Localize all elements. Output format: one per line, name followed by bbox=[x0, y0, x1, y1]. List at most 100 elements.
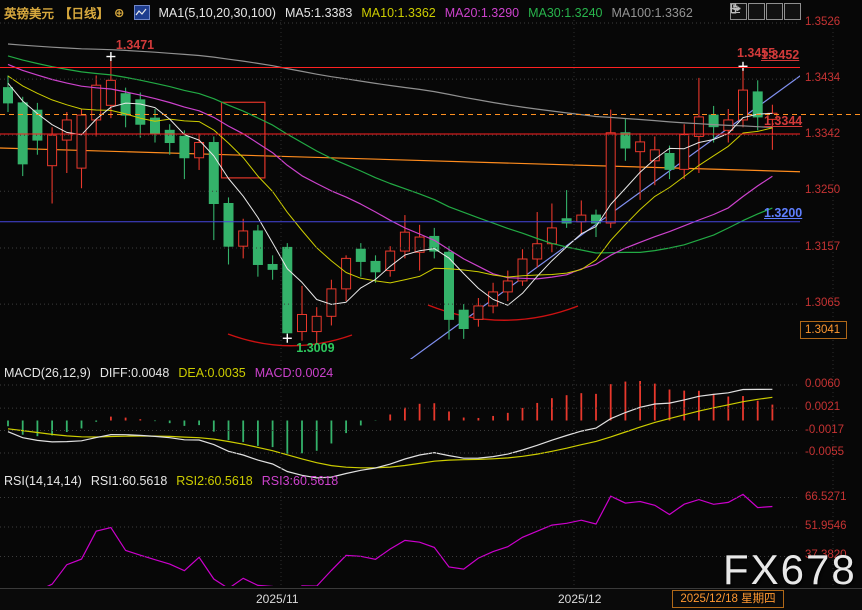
candle[interactable] bbox=[91, 75, 102, 137]
macd-diff-value: DIFF:0.0048 bbox=[99, 366, 170, 380]
y-axis-label: 1.3250 bbox=[805, 184, 841, 197]
candle[interactable] bbox=[693, 77, 704, 174]
price-axis-box: 1.3041 bbox=[800, 320, 848, 339]
candle[interactable] bbox=[664, 145, 675, 180]
candlestick-chart-icon[interactable] bbox=[133, 5, 150, 20]
period-label[interactable]: 【日线】 bbox=[59, 7, 110, 21]
rsi-line bbox=[46, 493, 773, 586]
candle[interactable] bbox=[223, 197, 234, 265]
ma100-value: MA100:1.3362 bbox=[611, 5, 693, 20]
candle[interactable] bbox=[385, 246, 396, 277]
x-axis[interactable]: 2025/11 2025/12 2025/12/18 星期四 bbox=[0, 588, 862, 610]
ma5-line bbox=[7, 82, 773, 306]
ma5-value: MA5:1.3383 bbox=[284, 5, 353, 20]
fit-x-axis-icon[interactable] bbox=[731, 3, 783, 20]
candle[interactable] bbox=[458, 304, 469, 339]
candle[interactable] bbox=[311, 307, 322, 344]
candle[interactable] bbox=[399, 215, 410, 259]
candle[interactable] bbox=[605, 109, 616, 228]
y-axis-label: 1.3065 bbox=[805, 297, 841, 310]
candle[interactable] bbox=[32, 102, 43, 155]
candle[interactable] bbox=[414, 224, 425, 271]
hline-label: 1.3200 bbox=[764, 205, 803, 220]
candle[interactable] bbox=[252, 224, 263, 277]
annotation-rectangle bbox=[220, 101, 266, 179]
candle[interactable] bbox=[635, 133, 646, 200]
macd-pane bbox=[7, 381, 774, 479]
candle[interactable] bbox=[297, 285, 307, 341]
high-marker-label: 1.3471 bbox=[115, 37, 155, 52]
toolbar bbox=[730, 3, 801, 20]
annotation-arc bbox=[227, 333, 353, 347]
candle[interactable] bbox=[502, 270, 513, 302]
candle[interactable] bbox=[208, 136, 219, 241]
symbol-title: 英镑美元 bbox=[4, 7, 55, 21]
candle[interactable] bbox=[752, 80, 763, 131]
main-legend: 英镑美元 【日线】 ⊕ MA1(5,10,20,30,100) MA5:1.33… bbox=[4, 3, 693, 22]
candle[interactable] bbox=[282, 243, 293, 339]
candle[interactable] bbox=[47, 127, 58, 204]
y-axis-label: -0.0055 bbox=[805, 446, 845, 458]
candle[interactable] bbox=[546, 203, 557, 253]
y-axis-label: 37.3820 bbox=[805, 549, 847, 562]
exit-chart-icon[interactable] bbox=[731, 3, 801, 20]
rsi3-value: RSI3:60.5618 bbox=[261, 474, 339, 488]
candle[interactable] bbox=[488, 282, 499, 314]
ma-settings-label: MA1(5,10,20,30,100) bbox=[158, 5, 276, 20]
candle[interactable] bbox=[355, 243, 366, 277]
high2-marker-label: 1.3455 bbox=[737, 46, 776, 60]
low-marker-label: 1.3009 bbox=[296, 341, 335, 356]
ma20-line bbox=[7, 63, 773, 280]
candle[interactable] bbox=[120, 87, 131, 128]
candle[interactable] bbox=[620, 118, 631, 161]
y-axis-label: 0.0060 bbox=[805, 378, 841, 391]
macd-dea-value: DEA:0.0035 bbox=[178, 366, 246, 380]
candle[interactable] bbox=[61, 112, 72, 174]
candle[interactable] bbox=[238, 218, 249, 259]
rsi-pane bbox=[46, 493, 773, 586]
candle[interactable] bbox=[679, 124, 690, 180]
candle[interactable] bbox=[267, 255, 278, 280]
candle[interactable] bbox=[194, 133, 205, 170]
rsi2-value: RSI2:60.5618 bbox=[176, 474, 253, 488]
candle[interactable] bbox=[341, 255, 352, 302]
candle[interactable] bbox=[135, 92, 146, 138]
ma30-line bbox=[7, 55, 773, 254]
candle[interactable] bbox=[532, 212, 543, 268]
y-axis-label: 1.3526 bbox=[805, 16, 841, 28]
candle[interactable] bbox=[76, 108, 87, 189]
overlay-plus-icon[interactable]: ⊕ bbox=[114, 6, 125, 20]
candle[interactable] bbox=[576, 200, 587, 234]
diff-line bbox=[7, 388, 773, 479]
candle[interactable] bbox=[3, 75, 13, 113]
candle[interactable] bbox=[17, 96, 28, 177]
candle[interactable] bbox=[326, 279, 337, 326]
candle[interactable] bbox=[591, 209, 601, 238]
candle[interactable] bbox=[164, 124, 175, 155]
macd-legend: MACD(26,12,9) DIFF:0.0048 DEA:0.0035 MAC… bbox=[4, 366, 333, 380]
ma10-line bbox=[7, 75, 773, 284]
rsi1-value: RSI1:60.5618 bbox=[90, 474, 168, 488]
y-axis-label: 1.3434 bbox=[805, 72, 841, 85]
candle[interactable] bbox=[429, 227, 440, 259]
rsi-title: RSI(14,14,14) bbox=[4, 474, 82, 488]
watermark: FX678 bbox=[723, 546, 857, 593]
macd-title: MACD(26,12,9) bbox=[4, 366, 91, 380]
candle[interactable] bbox=[370, 255, 381, 283]
current-date-box: 2025/12/18 星期四 bbox=[672, 590, 784, 608]
fit-y-axis-icon[interactable] bbox=[731, 3, 765, 20]
candle[interactable] bbox=[517, 249, 528, 286]
y-axis-label: 51.9546 bbox=[805, 520, 847, 532]
dea-line bbox=[7, 396, 773, 469]
hline-label: 1.3452 bbox=[761, 48, 800, 62]
candle[interactable] bbox=[649, 136, 660, 186]
candle[interactable] bbox=[473, 298, 484, 327]
candle[interactable] bbox=[179, 130, 190, 180]
candle[interactable] bbox=[105, 56, 116, 119]
y-axis-label: 66.5271 bbox=[805, 490, 847, 503]
ma10-value: MA10:1.3362 bbox=[361, 5, 436, 20]
ma20-value: MA20:1.3290 bbox=[444, 5, 520, 20]
candle[interactable] bbox=[444, 246, 454, 340]
